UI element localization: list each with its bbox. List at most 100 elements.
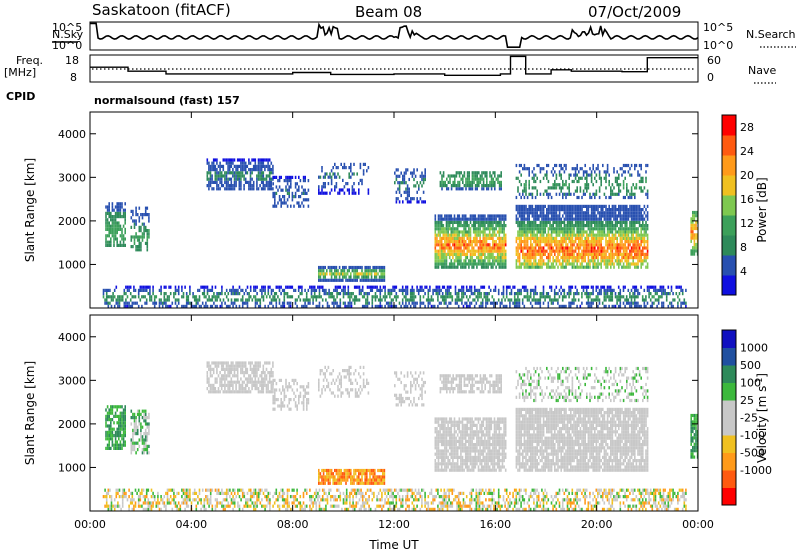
heatmap-cell <box>126 304 129 308</box>
heatmap-cell <box>622 211 625 215</box>
heatmap-cell <box>275 301 278 305</box>
heatmap-cell <box>329 269 331 273</box>
heatmap-cell <box>260 158 263 162</box>
heatmap-cell <box>590 227 593 231</box>
heatmap-cell <box>537 298 540 302</box>
heatmap-cell <box>232 161 234 165</box>
heatmap-cell <box>493 304 495 308</box>
heatmap-cell <box>492 214 494 218</box>
heatmap-cell <box>486 177 488 181</box>
heatmap-cell <box>456 214 459 218</box>
heatmap-cell <box>176 298 178 302</box>
heatmap-cell <box>568 217 570 221</box>
heatmap-cell <box>510 288 513 292</box>
heatmap-cell <box>610 186 612 190</box>
heatmap-cell <box>690 249 692 253</box>
heatmap-cell <box>550 230 553 234</box>
heatmap-cell <box>525 208 527 212</box>
heatmap-cell <box>626 246 628 250</box>
heatmap-cell <box>501 252 504 256</box>
heatmap-cell <box>288 295 290 299</box>
heatmap-cell <box>106 224 109 228</box>
heatmap-cell <box>400 193 402 198</box>
heatmap-cell <box>453 246 456 250</box>
heatmap-cell <box>568 249 570 253</box>
heatmap-cell <box>597 252 599 256</box>
heatmap-cell <box>476 243 478 247</box>
heatmap-cell <box>352 298 354 302</box>
heatmap-cell <box>443 301 446 305</box>
heatmap-cell <box>675 285 678 289</box>
heatmap-cell <box>354 275 357 279</box>
heatmap-cell <box>327 175 330 179</box>
heatmap-cell <box>509 298 511 302</box>
heatmap-cell <box>361 275 363 279</box>
heatmap-cell <box>590 249 593 253</box>
heatmap-cell <box>424 292 426 296</box>
heatmap-cell <box>595 295 598 299</box>
heatmap-cell <box>382 269 384 273</box>
heatmap-cell <box>118 227 120 231</box>
heatmap-cell <box>600 249 602 253</box>
heatmap-cell <box>136 245 139 249</box>
heatmap-cell <box>146 238 149 242</box>
heatmap-cell <box>452 240 454 244</box>
heatmap-cell <box>211 164 213 168</box>
heatmap-cell <box>450 230 453 234</box>
heatmap-cell <box>395 295 398 299</box>
heatmap-cell <box>552 236 554 240</box>
heatmap-cell <box>500 243 502 247</box>
heatmap-cell <box>240 171 242 175</box>
heatmap-cell <box>555 192 558 196</box>
heatmap-cell <box>120 295 122 299</box>
heatmap-cell <box>581 262 583 266</box>
heatmap-cell <box>518 163 521 168</box>
heatmap-cell <box>424 200 426 204</box>
heatmap-cell <box>605 173 607 177</box>
heatmap-cell <box>490 236 493 240</box>
heatmap-cell <box>637 249 639 253</box>
heatmap-cell <box>611 208 614 212</box>
heatmap-cell <box>280 201 282 205</box>
heatmap-cell <box>528 220 530 224</box>
heatmap-cell <box>611 214 614 218</box>
heatmap-cell <box>318 188 320 192</box>
heatmap-cell <box>637 288 639 292</box>
heatmap-cell <box>479 177 482 181</box>
heatmap-cell <box>626 186 628 190</box>
heatmap-cell <box>262 161 265 165</box>
heatmap-cell <box>574 265 577 269</box>
heatmap-cell <box>323 288 326 292</box>
heatmap-cell <box>119 243 122 247</box>
heatmap-cell <box>624 227 626 231</box>
heatmap-cell <box>148 213 150 217</box>
heatmap-cell <box>500 220 502 224</box>
heatmap-cell <box>108 430 110 434</box>
heatmap-cell <box>365 304 367 308</box>
heatmap-cell <box>225 161 228 165</box>
heatmap-cell <box>116 430 118 434</box>
heatmap-cell <box>547 252 550 256</box>
heatmap-cell <box>515 176 518 180</box>
heatmap-cell <box>330 272 333 276</box>
heatmap-cell <box>571 252 574 256</box>
heatmap-cell <box>474 177 477 181</box>
heatmap-cell <box>530 256 532 260</box>
heatmap-cell <box>206 161 209 165</box>
heatmap-cell <box>193 298 196 302</box>
heatmap-cell <box>549 256 551 260</box>
heatmap-cell <box>410 197 412 201</box>
heatmap-cell <box>209 180 212 184</box>
heatmap-cell <box>525 285 527 289</box>
heatmap-cell <box>555 176 558 180</box>
heatmap-cell <box>267 168 269 172</box>
heatmap-cell <box>568 186 570 190</box>
heatmap-cell <box>461 243 464 247</box>
heatmap-cell <box>246 292 249 296</box>
heatmap-cell <box>627 298 630 302</box>
heatmap-cell <box>675 292 678 296</box>
heatmap-cell <box>584 243 586 247</box>
heatmap-cell <box>403 288 406 292</box>
heatmap-cell <box>244 171 247 175</box>
heatmap-cell <box>563 163 566 168</box>
